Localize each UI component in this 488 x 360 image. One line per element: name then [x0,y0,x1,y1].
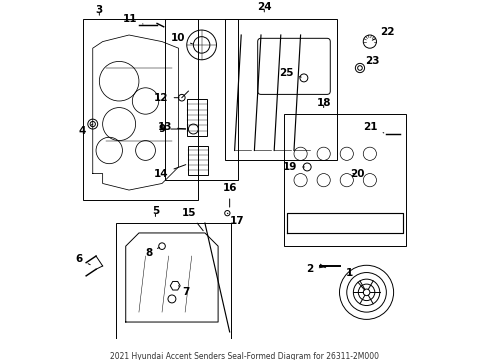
Bar [188,145,208,175]
Bar [224,18,336,160]
Text: 14: 14 [154,165,185,179]
Text: 13: 13 [157,122,185,132]
Text: 2: 2 [306,264,327,274]
Text: 24: 24 [257,2,271,12]
Text: 9: 9 [158,124,185,134]
Bar [165,18,238,180]
Text: 20: 20 [349,168,364,179]
Bar [82,18,198,200]
Text: 11: 11 [122,14,142,24]
Bar [186,99,206,136]
Text: 23: 23 [364,57,379,66]
Text: 21: 21 [363,122,383,133]
Text: 10: 10 [170,33,192,44]
Text: 7: 7 [178,286,189,297]
Text: 18: 18 [316,98,330,108]
Text: 4: 4 [79,124,93,136]
Text: 25: 25 [279,68,301,78]
Text: 19: 19 [283,162,304,172]
Text: 17: 17 [227,213,244,226]
Text: 3: 3 [96,5,103,15]
Text: 15: 15 [182,208,203,231]
Text: 5: 5 [151,206,159,216]
Text: 8: 8 [144,247,159,258]
Text: 22: 22 [371,27,393,40]
Bar [116,223,231,338]
Text: 2021 Hyundai Accent Senders Seal-Formed Diagram for 26311-2M000: 2021 Hyundai Accent Senders Seal-Formed … [110,352,378,360]
Text: 16: 16 [222,183,236,207]
Bar [284,114,406,246]
Text: 12: 12 [154,93,179,103]
Text: 6: 6 [76,255,90,265]
Text: 1: 1 [346,267,364,290]
